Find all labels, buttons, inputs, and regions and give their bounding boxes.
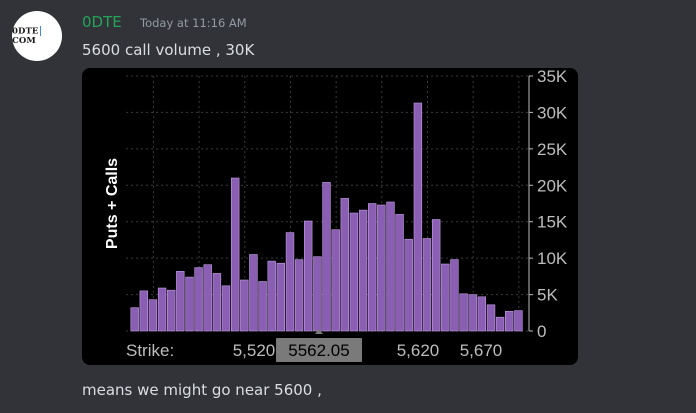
bar (176, 271, 185, 332)
x-tick-label: 5,620 (397, 341, 440, 360)
y-tick-label: 10K (537, 249, 568, 268)
bar (386, 201, 395, 332)
chart-image[interactable]: 0 5K 10K 15K 20K 25K 30K 35K Puts + Calls Strike:… (82, 68, 578, 365)
bar (514, 310, 523, 332)
y-tick-label: 30K (537, 103, 568, 122)
y-tick-label: 35K (537, 68, 568, 86)
x-tick-label: 5,670 (460, 341, 503, 360)
bar (285, 232, 295, 332)
bar (477, 296, 486, 332)
bar (167, 289, 176, 332)
y-tick-label: 15K (537, 213, 568, 232)
bar (203, 264, 212, 332)
bar (331, 229, 340, 332)
bar (194, 267, 203, 332)
bar (313, 256, 322, 332)
bar (276, 262, 285, 332)
bar (349, 212, 359, 332)
bar (367, 203, 377, 332)
bar (468, 294, 477, 332)
bar (377, 204, 386, 332)
cursor-marker (315, 329, 323, 334)
bar (212, 273, 222, 332)
bar (294, 259, 304, 332)
message-followup: means we might go near 5600 , (82, 381, 322, 399)
bar (249, 254, 258, 332)
avatar[interactable]: 0DTECOM (12, 11, 62, 61)
bar (404, 238, 413, 332)
bar (157, 287, 167, 332)
bar (422, 238, 432, 332)
x-axis-prefix: Strike: (126, 341, 174, 360)
bar (221, 285, 231, 332)
cursor-box (276, 338, 362, 362)
bar (413, 102, 423, 332)
bar (304, 220, 313, 332)
y-tick-label: 0 (537, 322, 546, 341)
bar (486, 304, 496, 332)
bar (441, 263, 450, 332)
cursor-label: 5562.05 (288, 341, 349, 360)
y-axis-label: Puts + Calls (104, 158, 121, 249)
bar (358, 209, 368, 332)
bar (130, 307, 139, 332)
bar (340, 198, 349, 332)
bar (459, 293, 468, 332)
y-tick-label: 25K (537, 140, 568, 159)
bar (267, 260, 276, 332)
bar (258, 281, 267, 332)
y-tick-label: 20K (537, 176, 568, 195)
bar (231, 177, 240, 332)
x-tick-label: 5,520 (233, 341, 276, 360)
bar (395, 214, 404, 332)
timestamp: Today at 11:16 AM (140, 16, 247, 30)
bar (148, 299, 158, 332)
bar (495, 316, 505, 332)
y-tick-label: 5K (537, 286, 558, 305)
bar (431, 219, 441, 332)
bar (504, 311, 514, 332)
bar (450, 259, 459, 332)
message-text: 5600 call volume , 30K (82, 41, 255, 59)
bar (240, 279, 249, 332)
bar (185, 276, 194, 332)
avatar-logo: 0DTECOM (12, 25, 62, 46)
bar (322, 182, 331, 332)
username[interactable]: 0DTE (82, 13, 122, 31)
bar (139, 290, 149, 332)
volume-chart: 0 5K 10K 15K 20K 25K 30K 35K Puts + Calls Strike:… (104, 68, 568, 362)
